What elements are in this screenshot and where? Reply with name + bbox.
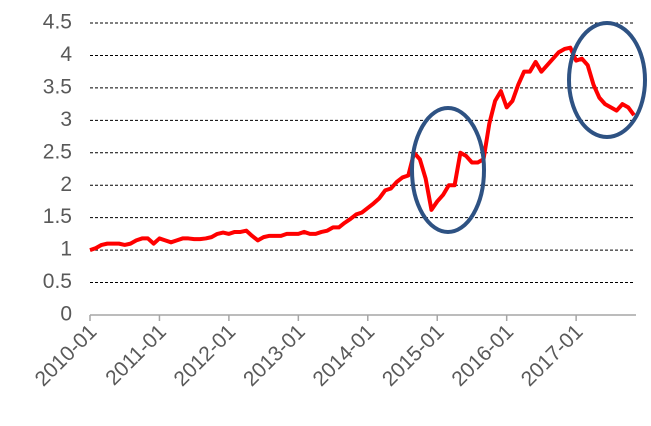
highlight-ellipse: [410, 106, 486, 234]
y-tick-label: 3: [60, 108, 72, 131]
data-line: [89, 45, 636, 253]
plot: 0 0.5 1 1.5 2 2.5 3 3.5 4 4.5 2010-01 2011-012012-0…: [31, 11, 636, 391]
x-tick-label: 2014-01: [308, 320, 379, 391]
y-tick-label: 0: [60, 303, 72, 326]
y-tick-label: 4.5: [43, 11, 72, 34]
y-tick-label: 4: [60, 43, 72, 66]
x-tick-label: 2013-01: [239, 320, 310, 391]
x-tick-label: 2011-01: [101, 320, 171, 390]
x-tick-label: 2012-01: [170, 320, 241, 391]
x-tick-label: 2015-01: [378, 320, 449, 391]
y-tick-label: 1: [60, 238, 72, 261]
highlight-ellipse: [567, 21, 647, 139]
x-tick-label: 2010-01: [31, 320, 102, 391]
x-tick-label: 2016-01: [447, 320, 518, 391]
y-tick-label: 2.5: [43, 140, 72, 163]
x-tick-label: 2017-01: [517, 320, 588, 391]
y-tick-label: 0.5: [43, 270, 72, 293]
y-tick-label: 1.5: [43, 205, 72, 228]
y-tick-label: 3.5: [43, 75, 72, 98]
y-tick-label: 2: [60, 173, 72, 196]
